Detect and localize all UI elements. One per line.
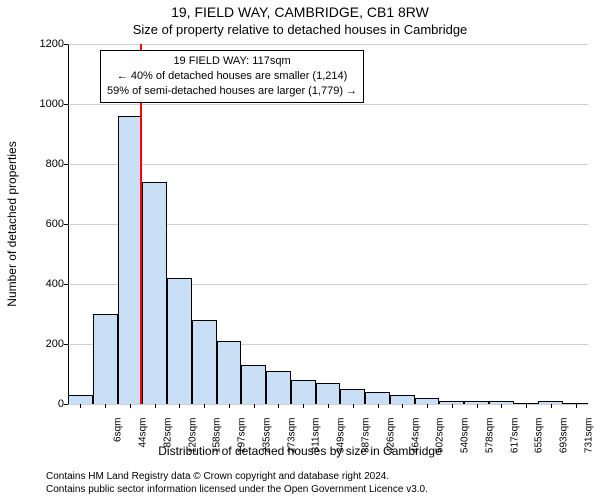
x-tick-mark <box>254 404 255 408</box>
x-tick-mark <box>576 404 577 408</box>
x-tick-label: 6sqm <box>113 418 124 458</box>
bar <box>93 314 118 404</box>
x-tick-label: 617sqm <box>509 418 520 458</box>
x-tick-label: 655sqm <box>534 418 545 458</box>
x-tick-label: 311sqm <box>311 418 322 458</box>
bar <box>118 116 143 404</box>
y-tick-label: 1000 <box>24 98 64 110</box>
y-tick-mark <box>64 44 68 45</box>
y-tick-mark <box>64 284 68 285</box>
x-tick-label: 273sqm <box>286 418 297 458</box>
y-tick-label: 600 <box>24 218 64 230</box>
y-tick-mark <box>64 164 68 165</box>
y-tick-label: 1200 <box>24 38 64 50</box>
bar <box>340 389 365 404</box>
bar <box>291 380 316 404</box>
footer-line-2: Contains public sector information licen… <box>46 484 590 497</box>
bar <box>192 320 217 404</box>
x-tick-mark <box>105 404 106 408</box>
x-tick-mark <box>402 404 403 408</box>
x-tick-mark <box>303 404 304 408</box>
x-tick-mark <box>179 404 180 408</box>
bar <box>365 392 390 404</box>
x-tick-label: 158sqm <box>212 418 223 458</box>
y-tick-label: 200 <box>24 338 64 350</box>
x-tick-mark <box>130 404 131 408</box>
x-tick-label: 82sqm <box>162 418 173 458</box>
x-tick-label: 197sqm <box>237 418 248 458</box>
annotation-line: ← 40% of detached houses are smaller (1,… <box>107 69 357 84</box>
x-tick-mark <box>501 404 502 408</box>
grid-line <box>68 44 588 45</box>
grid-line <box>68 104 588 105</box>
x-tick-label: 502sqm <box>435 418 446 458</box>
x-tick-mark <box>229 404 230 408</box>
chart-subtitle: Size of property relative to detached ho… <box>0 22 600 37</box>
chart-title: 19, FIELD WAY, CAMBRIDGE, CB1 8RW <box>0 4 600 20</box>
x-tick-mark <box>551 404 552 408</box>
bar <box>167 278 192 404</box>
x-tick-mark <box>378 404 379 408</box>
x-tick-label: 349sqm <box>336 418 347 458</box>
x-tick-label: 44sqm <box>138 418 149 458</box>
x-tick-label: 578sqm <box>484 418 495 458</box>
x-tick-label: 693sqm <box>559 418 570 458</box>
x-tick-mark <box>353 404 354 408</box>
x-tick-mark <box>204 404 205 408</box>
footer: Contains HM Land Registry data © Crown c… <box>46 471 590 496</box>
y-tick-mark <box>64 224 68 225</box>
bar <box>142 182 167 404</box>
bar <box>68 395 93 404</box>
grid-line <box>68 164 588 165</box>
annotation-line: 59% of semi-detached houses are larger (… <box>107 84 357 99</box>
x-tick-mark <box>427 404 428 408</box>
y-axis-label: Number of detached properties <box>5 141 19 306</box>
x-tick-label: 540sqm <box>460 418 471 458</box>
x-tick-label: 731sqm <box>583 418 594 458</box>
x-tick-mark <box>278 404 279 408</box>
y-tick-mark <box>64 104 68 105</box>
chart-container: 19, FIELD WAY, CAMBRIDGE, CB1 8RW Size o… <box>0 0 600 500</box>
x-tick-mark <box>526 404 527 408</box>
y-tick-mark <box>64 344 68 345</box>
y-tick-mark <box>64 404 68 405</box>
bar <box>266 371 291 404</box>
bar <box>316 383 341 404</box>
x-tick-label: 235sqm <box>261 418 272 458</box>
x-tick-mark <box>155 404 156 408</box>
footer-line-1: Contains HM Land Registry data © Crown c… <box>46 471 590 484</box>
y-tick-label: 800 <box>24 158 64 170</box>
bar <box>217 341 242 404</box>
annotation-line: 19 FIELD WAY: 117sqm <box>107 54 357 69</box>
x-tick-mark <box>452 404 453 408</box>
annotation-box: 19 FIELD WAY: 117sqm← 40% of detached ho… <box>100 50 364 103</box>
x-tick-label: 387sqm <box>361 418 372 458</box>
x-tick-label: 464sqm <box>410 418 421 458</box>
y-tick-label: 0 <box>24 398 64 410</box>
x-tick-mark <box>328 404 329 408</box>
x-tick-mark <box>477 404 478 408</box>
bar <box>390 395 415 404</box>
bar <box>241 365 266 404</box>
x-tick-label: 120sqm <box>187 418 198 458</box>
y-tick-label: 400 <box>24 278 64 290</box>
x-tick-mark <box>80 404 81 408</box>
x-tick-label: 426sqm <box>385 418 396 458</box>
